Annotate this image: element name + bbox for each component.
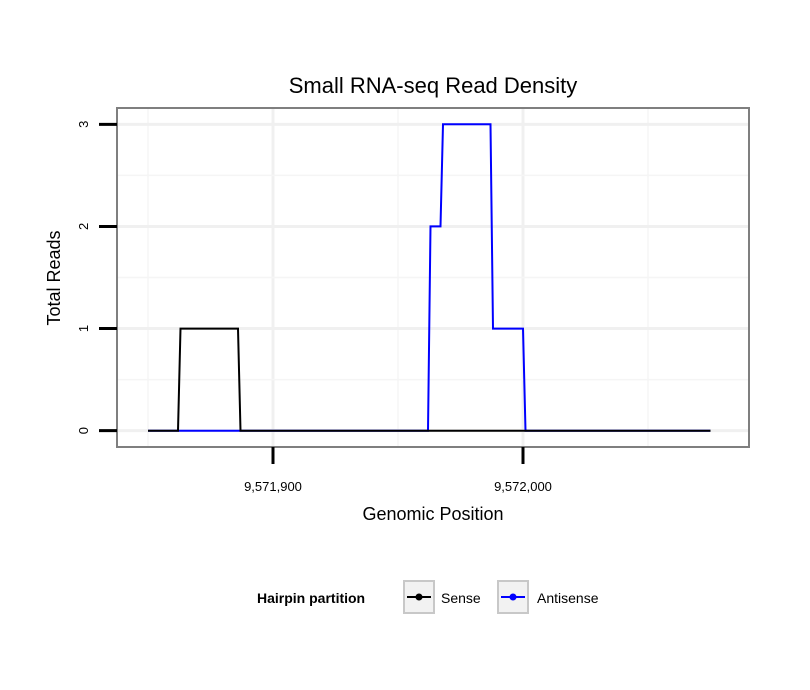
y-axis-label: Total Reads — [44, 230, 64, 325]
y-tick-label: 2 — [76, 223, 91, 230]
series-layer — [148, 123, 711, 432]
x-axis-label: Genomic Position — [362, 504, 503, 524]
y-tick-label: 3 — [76, 121, 91, 128]
legend-swatch-sense-point — [415, 593, 423, 601]
x-axis-ticks: 9,571,900 9,572,000 — [244, 447, 552, 494]
legend-title: Hairpin partition — [257, 590, 365, 606]
y-axis-ticks: 0 1 2 3 — [76, 121, 117, 434]
legend-label-antisense: Antisense — [537, 590, 599, 606]
series-line-sense — [148, 327, 711, 432]
grid-lines — [118, 109, 748, 446]
legend-swatch-antisense-point — [509, 593, 517, 601]
x-tick-label: 9,571,900 — [244, 479, 302, 494]
legend-label-sense: Sense — [441, 590, 481, 606]
chart-title: Small RNA-seq Read Density — [289, 73, 578, 98]
legend: Hairpin partition Sense Antisense — [257, 580, 599, 614]
y-tick-label: 0 — [76, 427, 91, 434]
plot-panel-border — [116, 107, 750, 448]
x-tick-label: 9,572,000 — [494, 479, 552, 494]
y-tick-label: 1 — [76, 325, 91, 332]
